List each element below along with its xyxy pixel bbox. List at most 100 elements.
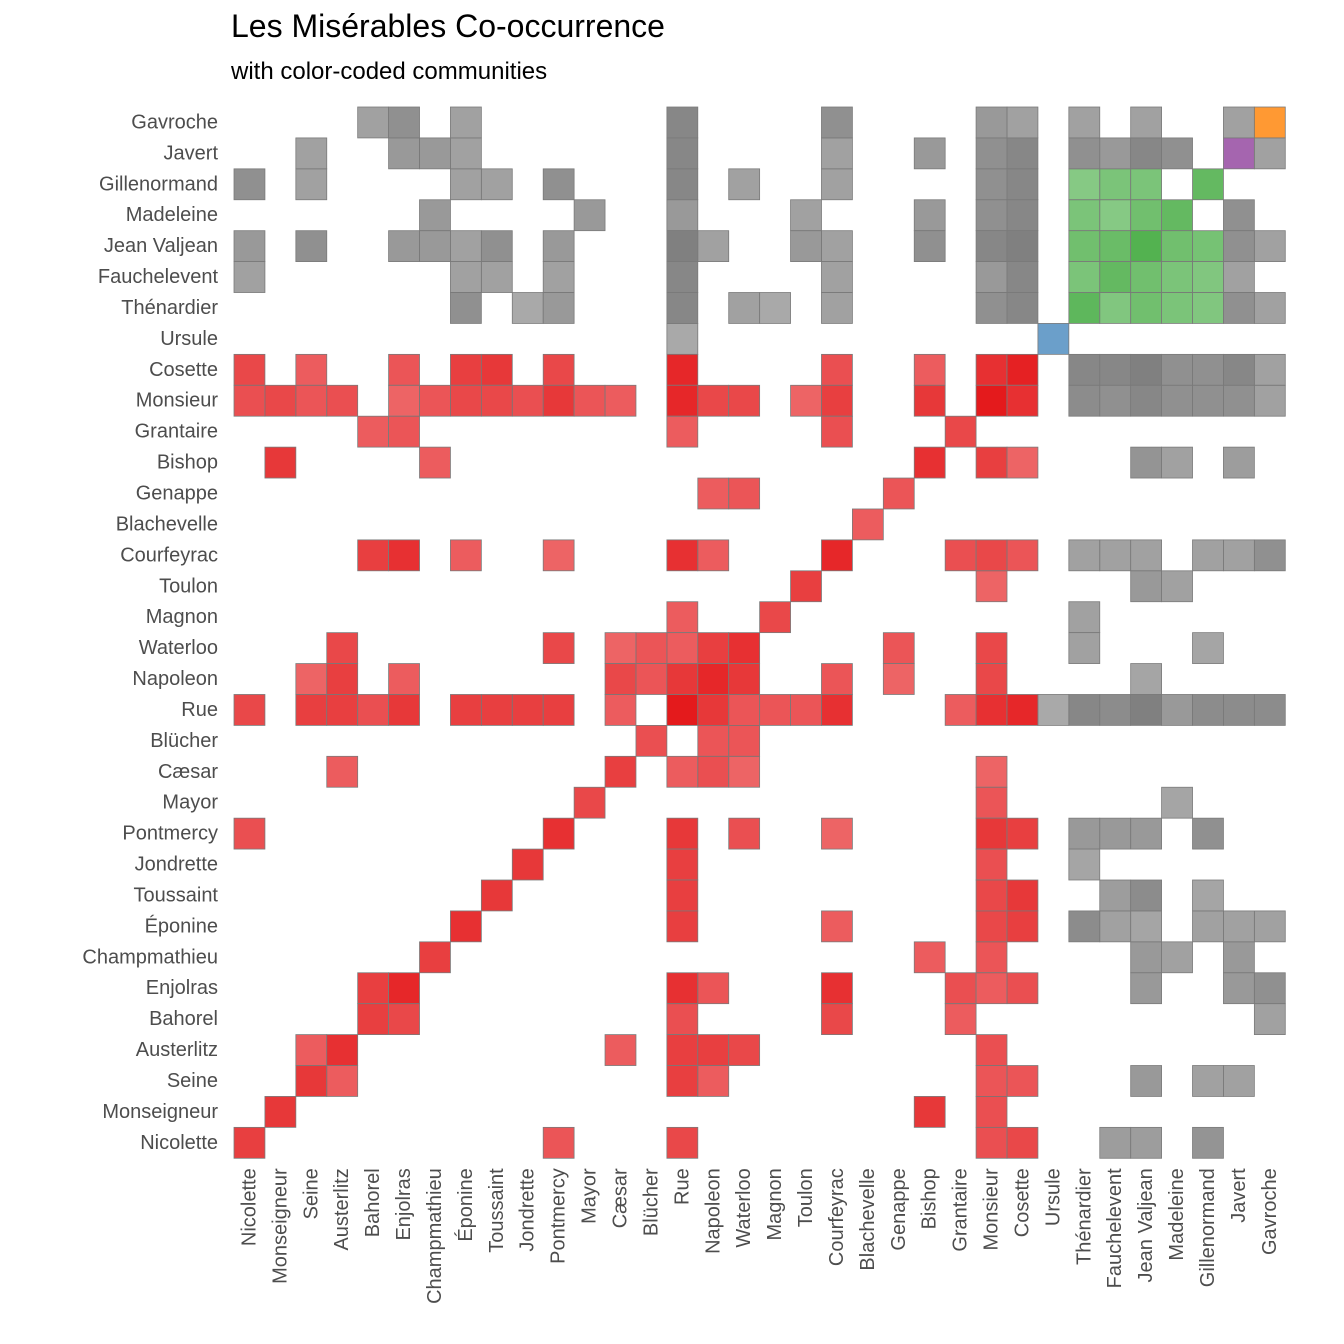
- cell-napoleon-seine: [295, 663, 328, 695]
- cell-napoleon-genappe: [882, 663, 915, 695]
- cell-gavroche-courfeyrac: [821, 106, 853, 139]
- cell-rue-toulon: [790, 694, 822, 726]
- y-tick-cosette: Cosette: [149, 359, 218, 381]
- cell-gillenormand-courfeyrac: [821, 168, 853, 201]
- cell-monsieur-nicolette: [233, 384, 266, 417]
- cell-caesar-napoleon: [697, 755, 730, 788]
- cell-bishop-cosette: [1006, 446, 1039, 479]
- cell-caesar-caesar: [604, 755, 637, 788]
- cell-austerlitz-rue: [666, 1034, 699, 1066]
- cell-javert-seine: [295, 137, 328, 170]
- cell-rue-bahorel: [357, 694, 389, 726]
- cell-rue-javert: [1223, 694, 1255, 726]
- cell-javert-gavroche: [1253, 137, 1286, 170]
- y-tick-seine: Seine: [167, 1070, 218, 1092]
- y-tick-madeleine: Madeleine: [126, 204, 218, 226]
- cell-rue-enjolras: [388, 694, 420, 726]
- cell-fauchelevent-toussaint: [480, 261, 513, 293]
- cell-cosette-toussaint: [480, 353, 513, 386]
- cell-rue-jondrette: [511, 694, 544, 726]
- y-tick-courfeyrac: Courfeyrac: [120, 544, 218, 566]
- x-tick-nicolette: Nicolette: [238, 1168, 260, 1246]
- cell-javert-madeleine: [1161, 137, 1193, 170]
- cell-cosette-thenardier: [1068, 353, 1101, 386]
- cell-jean-valjean-bishop: [913, 230, 946, 262]
- cell-javert-fauchelevent: [1099, 137, 1132, 170]
- y-tick-magnon: Magnon: [146, 606, 218, 628]
- cell-cosette-enjolras: [388, 353, 420, 386]
- cell-rue-ursule: [1037, 694, 1070, 726]
- cell-fauchelevent-eponine: [450, 261, 482, 293]
- cell-jean-valjean-pontmercy: [542, 230, 575, 262]
- cell-cosette-pontmercy: [542, 353, 575, 386]
- x-axis-tick-labels: Nicolette Monseigneur Seine Austerlitz Bahor…: [238, 1168, 1280, 1304]
- cell-thenardier-pontmercy: [542, 292, 575, 324]
- cell-seine-rue: [666, 1065, 699, 1097]
- cell-eponine-jean-valjean: [1130, 910, 1163, 943]
- cell-toussaint-monsieur: [975, 879, 1008, 912]
- cell-bahorel-bahorel: [357, 1003, 389, 1035]
- x-tick-bahorel: Bahorel: [362, 1168, 384, 1237]
- cell-jondrette-jondrette: [511, 848, 544, 881]
- cell-bahorel-grantaire: [944, 1003, 977, 1035]
- cell-rue-rue: [666, 694, 699, 726]
- cell-eponine-cosette: [1006, 910, 1039, 943]
- cell-rue-madeleine: [1161, 694, 1193, 726]
- cell-waterloo-gillenormand: [1192, 632, 1224, 664]
- cell-monsieur-bishop: [913, 384, 946, 417]
- x-tick-thenardier: Thénardier: [1073, 1168, 1095, 1265]
- cell-jondrette-thenardier: [1068, 848, 1101, 881]
- cell-gavroche-thenardier: [1068, 106, 1101, 139]
- cell-waterloo-waterloo: [728, 632, 761, 664]
- cell-courfeyrac-bahorel: [357, 539, 389, 572]
- cell-bahorel-courfeyrac: [821, 1003, 853, 1035]
- cell-monsieur-madeleine: [1161, 384, 1193, 417]
- y-tick-champmathieu: Champmathieu: [82, 946, 218, 968]
- cell-monsieur-mayor: [573, 384, 606, 417]
- cell-fauchelevent-gillenormand: [1192, 261, 1224, 293]
- cell-madeleine-thenardier: [1068, 199, 1101, 232]
- cell-pontmercy-jean-valjean: [1130, 817, 1163, 850]
- x-tick-eponine: Éponine: [454, 1168, 477, 1241]
- y-tick-blucher: Blücher: [150, 730, 218, 752]
- cell-gillenormand-thenardier: [1068, 168, 1101, 201]
- cell-genappe-genappe: [882, 477, 915, 510]
- x-tick-madeleine: Madeleine: [1166, 1168, 1188, 1260]
- cell-eponine-courfeyrac: [821, 910, 853, 943]
- x-tick-genappe: Genappe: [888, 1168, 910, 1250]
- cell-magnon-magnon: [759, 601, 791, 634]
- cell-napoleon-courfeyrac: [821, 663, 853, 695]
- cell-gavroche-eponine: [450, 106, 482, 139]
- cell-jean-valjean-enjolras: [388, 230, 420, 262]
- cell-waterloo-blucher: [635, 632, 668, 664]
- cell-thenardier-gillenormand: [1192, 292, 1224, 324]
- cell-napoleon-blucher: [635, 663, 668, 695]
- cell-javert-bishop: [913, 137, 946, 170]
- cell-rue-napoleon: [697, 694, 730, 726]
- cell-bahorel-enjolras: [388, 1003, 420, 1035]
- cell-nicolette-pontmercy: [542, 1126, 575, 1159]
- cell-toulon-monsieur: [975, 570, 1008, 603]
- x-tick-mayor: Mayor: [579, 1168, 601, 1224]
- cell-pontmercy-nicolette: [233, 817, 266, 850]
- cell-madeleine-bishop: [913, 199, 946, 232]
- cell-nicolette-monsieur: [975, 1126, 1008, 1159]
- cell-blucher-napoleon: [697, 725, 730, 757]
- cell-nicolette-gillenormand: [1192, 1126, 1224, 1159]
- cell-gillenormand-gillenormand: [1192, 168, 1224, 201]
- y-tick-caesar: Cæsar: [158, 761, 218, 783]
- cell-eponine-gavroche: [1253, 910, 1286, 943]
- cell-pontmercy-thenardier: [1068, 817, 1101, 850]
- cell-jean-valjean-rue: [666, 230, 699, 262]
- cell-jean-valjean-thenardier: [1068, 230, 1101, 262]
- cell-austerlitz-monsieur: [975, 1034, 1008, 1066]
- cell-rue-caesar: [604, 694, 637, 726]
- cell-caesar-monsieur: [975, 755, 1008, 788]
- cell-seine-monsieur: [975, 1065, 1008, 1097]
- cell-monsieur-thenardier: [1068, 384, 1101, 417]
- cell-ursule-rue: [666, 323, 699, 355]
- cell-courfeyrac-gillenormand: [1192, 539, 1224, 572]
- cell-cosette-eponine: [450, 353, 482, 386]
- heatmap-cells: [233, 106, 1286, 1159]
